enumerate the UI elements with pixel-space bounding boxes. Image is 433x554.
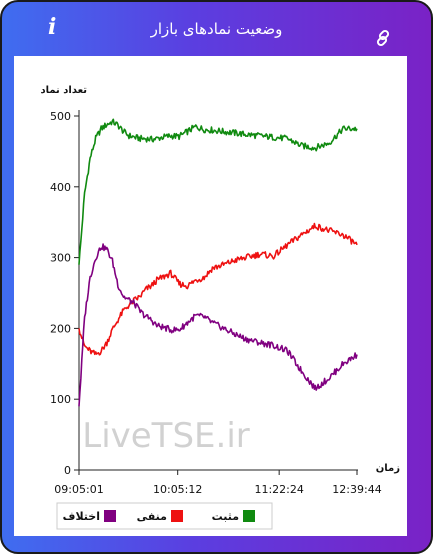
chart-panel: LiveTSE.ir تعداد نماد زمان 0 100 200 300 400… [14,56,407,536]
y-tick-label: 200 [50,322,71,335]
legend-swatch [171,510,183,522]
card-header: وضعیت نمادهای بازار i [2,2,431,56]
card-title: وضعیت نمادهای بازار [150,20,283,38]
x-tick-label: 12:39:44 [332,483,381,496]
legend-swatch [104,510,116,522]
link-icon[interactable] [374,29,392,51]
y-tick-label: 500 [50,110,71,123]
info-icon[interactable]: i [48,14,57,40]
legend-label[interactable]: اختلاف [63,510,100,523]
legend-swatch [243,510,255,522]
market-chart: LiveTSE.ir تعداد نماد زمان 0 100 200 300 400… [40,85,400,530]
watermark: LiveTSE.ir [82,416,250,456]
series-lines [78,118,358,407]
legend-box [56,502,273,530]
x-axis-label: زمان [376,463,400,474]
axes: 0 100 200 300 400 500 09:05:01 10:05:12 11:22:24… [50,110,382,496]
y-tick-label: 0 [64,464,71,477]
y-tick-label: 300 [50,252,71,265]
series-line-2 [78,243,358,407]
y-axis-label: تعداد نماد [40,85,87,96]
series-line-1 [78,222,358,356]
legend[interactable]: مثبت منفی اختلاف [56,502,273,530]
legend-label[interactable]: منفی [137,510,167,523]
legend-label[interactable]: مثبت [212,510,239,523]
x-tick-label: 09:05:01 [54,483,103,496]
x-tick-label: 11:22:24 [254,483,303,496]
y-tick-label: 400 [50,181,71,194]
x-tick-label: 10:05:12 [153,483,202,496]
y-tick-label: 100 [50,393,71,406]
series-line-0 [78,118,358,265]
